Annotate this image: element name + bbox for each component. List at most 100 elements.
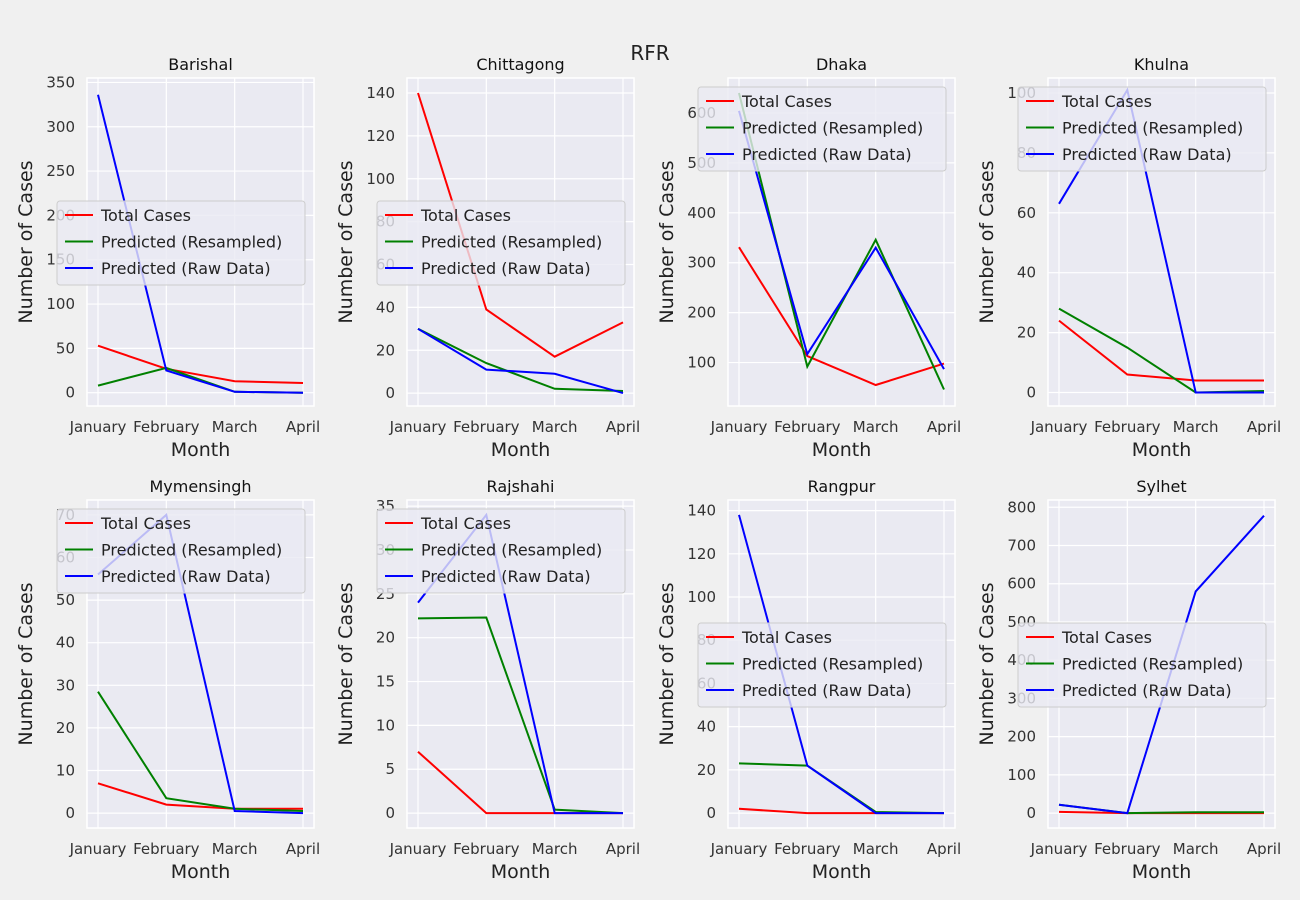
x-tick-label: January — [710, 840, 768, 858]
y-tick-label: 40 — [697, 718, 716, 736]
subplot-title: Dhaka — [816, 55, 867, 74]
y-axis-label: Number of Cases — [335, 582, 357, 745]
x-tick-label: April — [606, 840, 640, 858]
x-tick-label: March — [1173, 418, 1219, 436]
legend: Total Cases Predicted (Resampled) Predicte… — [1017, 86, 1267, 172]
x-tick-label: March — [1173, 840, 1219, 858]
legend-box — [56, 508, 306, 594]
subplot-title: Rangpur — [808, 477, 876, 496]
legend-label: Predicted (Raw Data) — [1062, 681, 1232, 700]
y-axis-label: Number of Cases — [335, 160, 357, 323]
series-line-total-cases — [1058, 319, 1264, 382]
legend: Total Cases Predicted (Resampled) Predicte… — [376, 200, 626, 286]
legend-label: Predicted (Raw Data) — [101, 259, 271, 278]
legend-box — [697, 622, 947, 708]
x-tick-label: April — [286, 418, 320, 436]
series-line-total-cases — [97, 782, 303, 810]
x-tick-label: January — [69, 418, 127, 436]
x-axis-label: Month — [171, 861, 231, 883]
x-tick-label: March — [532, 418, 578, 436]
y-tick-label: 40 — [376, 298, 395, 316]
legend-label: Total Cases — [420, 206, 511, 225]
x-axis-label: Month — [1132, 861, 1192, 883]
x-tick-label: February — [1094, 418, 1161, 436]
legend-label: Total Cases — [1061, 628, 1152, 647]
x-tick-label: March — [853, 840, 899, 858]
subplot-title: Mymensingh — [149, 477, 251, 496]
y-tick-label: 600 — [1007, 575, 1036, 593]
x-tick-label: March — [532, 840, 578, 858]
y-tick-label: 140 — [687, 502, 716, 520]
legend-label: Predicted (Resampled) — [742, 655, 923, 674]
y-tick-label: 120 — [687, 545, 716, 563]
x-tick-label: February — [453, 418, 520, 436]
legend-box — [376, 200, 626, 286]
y-tick-label: 5 — [385, 760, 395, 778]
legend-label: Total Cases — [741, 92, 832, 111]
x-axis-label: Month — [491, 861, 551, 883]
y-tick-label: 200 — [687, 304, 716, 322]
y-tick-label: 0 — [706, 804, 716, 822]
legend-label: Predicted (Resampled) — [742, 119, 923, 138]
legend-label: Predicted (Raw Data) — [421, 259, 591, 278]
legend-box — [376, 508, 626, 594]
plot-frame — [1047, 77, 1276, 407]
y-tick-label: 60 — [1017, 204, 1036, 222]
y-tick-label: 350 — [46, 73, 75, 91]
x-tick-label: March — [853, 418, 899, 436]
y-tick-label: 800 — [1007, 498, 1036, 516]
series-line-predicted-raw-data — [417, 327, 624, 395]
y-tick-label: 100 — [687, 354, 716, 372]
y-axis-label: Number of Cases — [15, 582, 37, 745]
y-tick-label: 50 — [56, 339, 75, 357]
figure-suptitle: RFR — [630, 41, 669, 65]
y-tick-label: 100 — [1007, 766, 1036, 784]
x-tick-label: February — [1094, 840, 1161, 858]
y-tick-label: 700 — [1007, 536, 1036, 554]
x-tick-label: January — [389, 840, 447, 858]
x-axis-label: Month — [491, 439, 551, 461]
legend: Total Cases Predicted (Resampled) Predicte… — [1017, 622, 1267, 708]
y-axis-label: Number of Cases — [976, 160, 998, 323]
legend-label: Predicted (Resampled) — [1062, 655, 1243, 674]
x-tick-label: February — [133, 418, 200, 436]
y-tick-label: 20 — [376, 629, 395, 647]
legend-label: Total Cases — [100, 514, 191, 533]
legend-box — [1017, 86, 1267, 172]
series-line-predicted-resampled — [417, 327, 624, 392]
subplot-sylhet: 0100200300400500600700800JanuaryFebruary… — [976, 477, 1281, 883]
y-tick-label: 15 — [376, 673, 395, 691]
y-tick-label: 0 — [385, 384, 395, 402]
y-axis-label: Number of Cases — [15, 160, 37, 323]
subplot-barishal: 050100150200250300350JanuaryFebruaryMarc… — [15, 55, 320, 461]
subplot-title: Chittagong — [476, 55, 564, 74]
x-tick-label: February — [453, 840, 520, 858]
y-axis-label: Number of Cases — [656, 160, 678, 323]
x-tick-label: February — [774, 840, 841, 858]
y-axis-label: Number of Cases — [656, 582, 678, 745]
y-tick-label: 30 — [56, 676, 75, 694]
y-tick-label: 10 — [56, 761, 75, 779]
subplot-chittagong: 020406080100120140JanuaryFebruaryMarchAp… — [335, 55, 640, 461]
subplot-rajshahi: 05101520253035JanuaryFebruaryMarchAprilR… — [335, 477, 640, 883]
legend-label: Predicted (Resampled) — [421, 541, 602, 560]
y-tick-label: 40 — [1017, 264, 1036, 282]
subplot-title: Barishal — [168, 55, 233, 74]
legend-label: Predicted (Raw Data) — [742, 145, 912, 164]
legend-label: Predicted (Resampled) — [101, 541, 282, 560]
y-tick-label: 300 — [687, 254, 716, 272]
plot-frame — [727, 77, 956, 407]
legend: Total Cases Predicted (Resampled) Predicte… — [56, 508, 306, 594]
subplot-title: Khulna — [1134, 55, 1189, 74]
y-tick-label: 0 — [1026, 384, 1036, 402]
legend-label: Predicted (Raw Data) — [1062, 145, 1232, 164]
x-tick-label: January — [389, 418, 447, 436]
y-tick-label: 0 — [65, 384, 75, 402]
subplot-title: Sylhet — [1136, 477, 1186, 496]
y-tick-label: 120 — [366, 127, 395, 145]
y-tick-label: 400 — [687, 204, 716, 222]
legend-box — [1017, 622, 1267, 708]
x-tick-label: April — [1247, 840, 1281, 858]
x-tick-label: February — [774, 418, 841, 436]
